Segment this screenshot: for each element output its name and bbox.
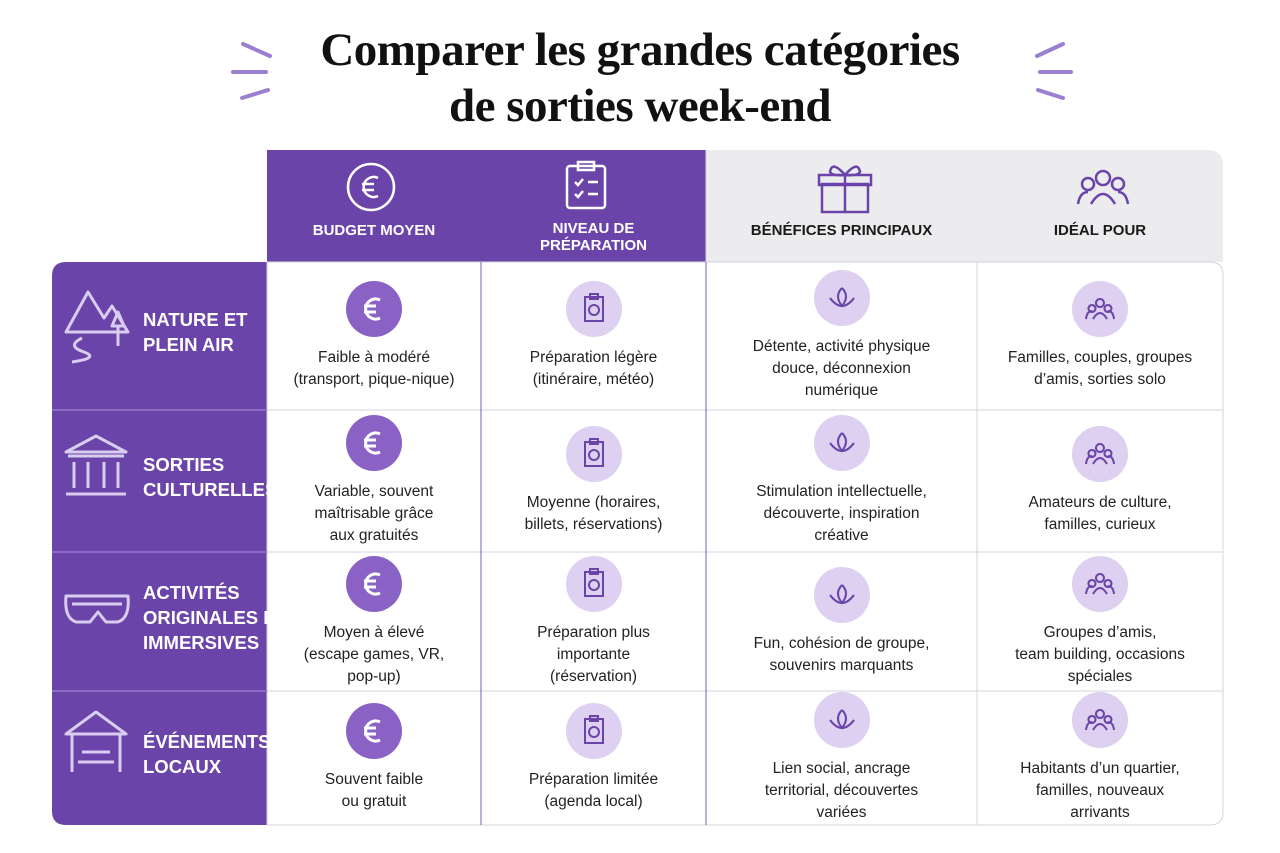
table-cell: Moyenne (horaires, billets, réservations… bbox=[481, 410, 706, 552]
table-cell: Fun, cohésion de groupe, souvenirs marqu… bbox=[706, 552, 977, 691]
label-dividers bbox=[52, 409, 267, 692]
table-cell: Groupes d’amis, team building, occasions… bbox=[977, 552, 1223, 691]
table-cell: Préparation légère (itinéraire, météo) bbox=[481, 262, 706, 410]
cell-icon bbox=[565, 426, 622, 482]
cell-text: Préparation légère (itinéraire, météo) bbox=[529, 349, 658, 388]
column-header: BÉNÉFICES PRINCIPAUX bbox=[750, 222, 933, 239]
cell-icon bbox=[346, 281, 402, 337]
cell-text: Faible à modéré (transport, pique-nique) bbox=[293, 349, 455, 388]
table-cell: Amateurs de culture, familles, curieux bbox=[977, 410, 1223, 552]
cell-text: Moyenne (horaires, billets, réservations… bbox=[524, 494, 663, 533]
body-frame bbox=[266, 261, 1224, 826]
cell-icon bbox=[346, 555, 402, 612]
cell-icon bbox=[1072, 281, 1128, 337]
cell-text: Fun, cohésion de groupe, souvenirs marqu… bbox=[753, 634, 930, 674]
row-icons bbox=[64, 290, 130, 772]
table-cell: Habitants d’un quartier, familles, nouve… bbox=[977, 691, 1223, 825]
table-cell: Familles, couples, groupes d’amis, sorti… bbox=[977, 262, 1223, 410]
table-cell: Stimulation intellectuelle, découverte, … bbox=[706, 410, 977, 552]
table-cell: Moyen à élevé (escape games, VR, pop-up) bbox=[267, 552, 481, 691]
cell-text: Moyen à élevé (escape games, VR, pop-up) bbox=[303, 623, 445, 685]
table-cell: Préparation limitée (agenda local) bbox=[481, 691, 706, 825]
table-cell: Variable, souvent maîtrisable grâce aux … bbox=[267, 410, 481, 552]
cell-icon bbox=[1072, 555, 1128, 612]
label-column bbox=[52, 262, 267, 825]
cell-text: Détente, activité physique douce, déconn… bbox=[752, 338, 931, 399]
header-icons-gray bbox=[817, 165, 1130, 214]
row-label: ACTIVITÉS ORIGINALES ET IMMERSIVES bbox=[143, 582, 287, 653]
cell-text: Lien social, ancrage territorial, découv… bbox=[764, 760, 919, 821]
cell-icon bbox=[565, 555, 622, 612]
cell-icon bbox=[813, 692, 870, 748]
cell-icon bbox=[1072, 426, 1128, 482]
cell-icon bbox=[813, 566, 870, 623]
cell-text: Préparation limitée (agenda local) bbox=[528, 771, 659, 810]
cell-icon bbox=[346, 415, 402, 471]
cell-text: Habitants d’un quartier, familles, nouve… bbox=[1020, 760, 1180, 821]
table-cell: Préparation plus importante (réservation… bbox=[481, 552, 706, 691]
cell-icon bbox=[1072, 692, 1128, 748]
column-header: BUDGET MOYEN bbox=[312, 222, 436, 239]
cell-text: Souvent faible ou gratuit bbox=[324, 771, 424, 810]
header-gray bbox=[706, 150, 1223, 262]
table-cell: Détente, activité physique douce, déconn… bbox=[706, 262, 977, 410]
cell-text: Variable, souvent maîtrisable grâce aux … bbox=[314, 483, 434, 544]
purple-dividers bbox=[480, 262, 707, 825]
table-cell: Faible à modéré (transport, pique-nique) bbox=[267, 262, 481, 410]
cell-text: Groupes d’amis, team building, occasions… bbox=[1015, 623, 1185, 685]
cell-text: Préparation plus importante (réservation… bbox=[537, 623, 650, 685]
row-label: NATURE ET PLEIN AIR bbox=[143, 309, 248, 355]
cell-icon bbox=[565, 281, 622, 337]
cell-icon bbox=[565, 703, 622, 759]
cell-text: Amateurs de culture, familles, curieux bbox=[1028, 494, 1172, 533]
row-label: SORTIES CULTURELLES bbox=[143, 454, 278, 500]
title: Comparer les grandes catégories de sorti… bbox=[320, 24, 960, 132]
sparks bbox=[231, 42, 1073, 100]
column-header: IDÉAL POUR bbox=[1053, 222, 1147, 239]
table-cell: Souvent faible ou gratuit bbox=[267, 691, 481, 825]
cell-text: Stimulation intellectuelle, découverte, … bbox=[756, 483, 927, 544]
cell-icon bbox=[813, 415, 870, 471]
cell-icon bbox=[813, 270, 870, 326]
table-cell: Lien social, ancrage territorial, découv… bbox=[706, 691, 977, 825]
cell-icon bbox=[346, 703, 402, 759]
header-icons bbox=[346, 160, 607, 212]
cell-text: Familles, couples, groupes d’amis, sorti… bbox=[1007, 349, 1193, 388]
row-label: ÉVÉNEMENTS LOCAUX bbox=[143, 731, 271, 777]
column-header: NIVEAU DE PRÉPARATION bbox=[540, 220, 647, 254]
